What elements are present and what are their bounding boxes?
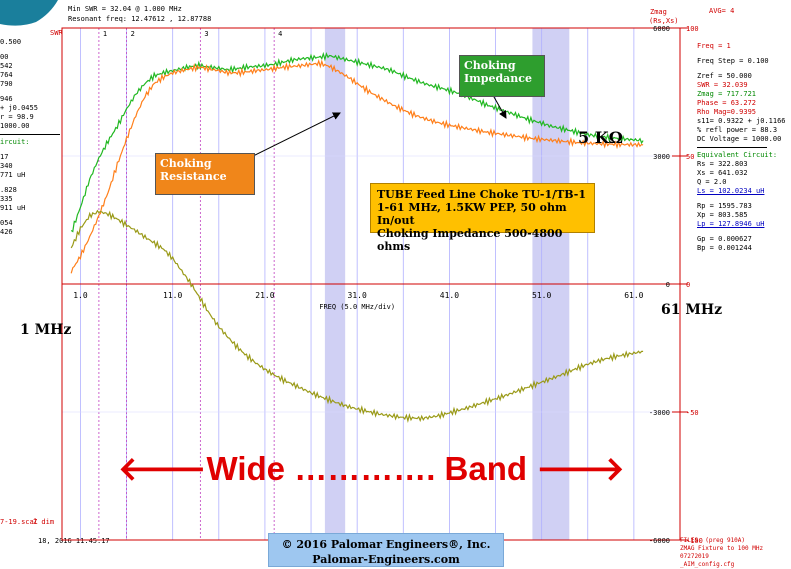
ls-readout: Ls = 102.0234 uH bbox=[697, 187, 765, 195]
right-readout-panel: Freq = 1 Freq Step = 0.100 Zref = 50.000… bbox=[697, 42, 791, 253]
x-tick-label: 61.0 bbox=[624, 291, 643, 300]
choke-box-line-1: TUBE Feed Line Choke TU-1/TB-1 bbox=[377, 188, 587, 201]
equiv-circuit-title: Equivalent Circuit: bbox=[697, 151, 778, 159]
rp-readout: Rp = 1595.783 bbox=[697, 202, 752, 210]
left-readout-row: 911 uH bbox=[0, 204, 26, 212]
rsxs-axis-label: (Rs,Xs) bbox=[649, 17, 679, 25]
left-readout-row: 335 bbox=[0, 195, 13, 203]
zref-readout: Zref = 50.000 bbox=[697, 72, 752, 80]
copyright-line-2: Palomar-Engineers.com bbox=[312, 553, 460, 566]
left-readout-row: 946 bbox=[0, 95, 13, 103]
x-tick-label: 21.0 bbox=[255, 291, 274, 300]
left-readout-row: 542 bbox=[0, 62, 13, 70]
freq-step-readout: Freq Step = 0.100 bbox=[697, 57, 769, 65]
swr-readout: SWR = 32.039 bbox=[697, 81, 748, 89]
y-right-tick-label: 0 bbox=[666, 281, 670, 289]
left-footer-filename: 7-19.scal bbox=[0, 518, 38, 526]
five-k-label: 5 KΩ bbox=[578, 128, 623, 147]
left-readout-panel: 0.500 00 542 764 790 946 + j0.0455 r = 98.9 1000… bbox=[0, 38, 60, 548]
gp-readout: Gp = 0.000627 bbox=[697, 235, 752, 243]
x-tick-label: 51.0 bbox=[532, 291, 551, 300]
copyright-line-1: © 2016 Palomar Engineers®, Inc. bbox=[281, 538, 491, 551]
left-readout-row: 771 uH bbox=[0, 171, 26, 179]
zmag-readout: Zmag = 717.721 bbox=[697, 90, 757, 98]
zmag-axis-label: Zmag bbox=[650, 8, 667, 16]
lp-readout: Lp = 127.8946 uH bbox=[697, 220, 765, 228]
left-readout-rows: 0.500 00 542 764 790 946 + j0.0455 r = 98.9 1000… bbox=[0, 38, 60, 237]
left-readout-row: 17 bbox=[0, 153, 9, 161]
x-tick-label: 31.0 bbox=[348, 291, 367, 300]
left-readout-row: 1000.00 bbox=[0, 122, 30, 130]
series-rs-line bbox=[70, 59, 644, 274]
one-mhz-label: 1 MHz bbox=[20, 322, 72, 338]
y-right-tick-label: -3000 bbox=[649, 409, 670, 417]
copyright-box: © 2016 Palomar Engineers®, Inc. Palomar-… bbox=[268, 533, 504, 567]
y-left-tick-label: 100 bbox=[686, 25, 699, 33]
marker-label: 2 bbox=[131, 30, 135, 38]
y-left-tick-label: -50 bbox=[686, 409, 699, 417]
left-readout-row: 426 bbox=[0, 228, 13, 236]
series-zmag-line bbox=[70, 51, 644, 233]
y-right-tick-label: 6000 bbox=[653, 25, 670, 33]
files-line-1: FILES: (preg 910A) bbox=[680, 537, 746, 544]
rs-readout: Rs = 322.803 bbox=[697, 160, 748, 168]
series-xs-line bbox=[70, 209, 644, 423]
left-readout-row: 0.500 bbox=[0, 38, 22, 46]
xp-readout: Xp = 803.585 bbox=[697, 211, 748, 219]
chart-tick-labels: 1.0 11.0 21.0 31.0 41.0 51.0 61.0 FREQ (5.0 MHz… bbox=[73, 25, 703, 545]
s11-readout: s11= 0.9322 + j0.1166 bbox=[697, 117, 786, 125]
left-readout-row: ircuit: bbox=[0, 138, 30, 146]
choking-impedance-callout: Choking Impedance bbox=[459, 55, 545, 97]
marker-label: 1 bbox=[103, 30, 107, 38]
y-left-tick-label: -100 bbox=[686, 537, 703, 545]
choking-resistance-callout: Choking Resistance bbox=[155, 153, 255, 195]
left-readout-row: 00 bbox=[0, 53, 9, 61]
marker-label: 4 bbox=[278, 30, 282, 38]
min-swr-text: Min SWR = 32.04 @ 1.000 MHz bbox=[68, 5, 182, 13]
left-readout-row: .828 bbox=[0, 186, 17, 194]
xs-readout: Xs = 641.032 bbox=[697, 169, 748, 177]
left-readout-row: 790 bbox=[0, 80, 13, 88]
left-readout-row: r = 98.9 bbox=[0, 113, 34, 121]
x-tick-label: 11.0 bbox=[163, 291, 182, 300]
y-right-tick-label: 3000 bbox=[653, 153, 670, 161]
left-readout-row: 764 bbox=[0, 71, 13, 79]
left-footer-zdim: Z dim bbox=[33, 518, 55, 526]
x-axis-label: FREQ (5.0 MHz/div) bbox=[319, 303, 395, 311]
bp-readout: Bp = 0.001244 bbox=[697, 244, 752, 252]
resonant-freq-text: Resonant freq: 12.47612 , 12.87788 bbox=[68, 15, 212, 23]
choke-box-line-3: Choking Impedance 500-4800 ohms bbox=[377, 227, 563, 253]
y-left-tick-label: 50 bbox=[686, 153, 694, 161]
logo-fragment-icon bbox=[0, 0, 58, 26]
left-readout-row: + j0.0455 bbox=[0, 104, 38, 112]
left-readout-row: 340 bbox=[0, 162, 13, 170]
files-line-2: ZMAG Fixture to 100 MHz 07272019 bbox=[680, 545, 764, 560]
left-readout-row: 054 bbox=[0, 219, 13, 227]
dc-voltage-readout: DC Voltage = 1000.00 bbox=[697, 135, 782, 143]
freq-readout: Freq = 1 bbox=[697, 42, 731, 50]
resistance-arrow bbox=[244, 112, 341, 161]
y-left-tick-label: 0 bbox=[686, 281, 690, 289]
callout-arrows bbox=[244, 89, 507, 161]
avg-text: AVG= 4 bbox=[709, 7, 735, 15]
files-line-3: _AIM_config.cfg bbox=[680, 561, 735, 568]
x-tick-label: 1.0 bbox=[73, 291, 88, 300]
marker-label: 3 bbox=[204, 30, 208, 38]
phase-readout: Phase = 63.272 bbox=[697, 99, 757, 107]
choke-description-box: TUBE Feed Line Choke TU-1/TB-1 1-61 MHz,… bbox=[370, 183, 595, 253]
x-tick-label: 41.0 bbox=[440, 291, 459, 300]
rho-readout: Rho Mag=0.9395 bbox=[697, 108, 757, 116]
swr-axis-label: SWR bbox=[50, 29, 63, 37]
y-right-tick-label: -6000 bbox=[649, 537, 670, 545]
choke-box-line-2: 1-61 MHz, 1.5KW PEP, 50 ohm In/out bbox=[377, 201, 567, 227]
q-readout: Q = 2.0 bbox=[697, 178, 727, 186]
timestamp: 18, 2016 11:45:17 bbox=[38, 537, 110, 545]
chart-series bbox=[70, 51, 644, 423]
files-info: FILES: (preg 910A) ZMAG Fixture to 100 M… bbox=[680, 537, 791, 569]
sixty-one-mhz-label: 61 MHz bbox=[661, 302, 723, 318]
refl-readout: % refl power = 88.3 bbox=[697, 126, 778, 134]
wide-band-text: 🡐Wide …………. Band 🡒 bbox=[118, 450, 625, 487]
